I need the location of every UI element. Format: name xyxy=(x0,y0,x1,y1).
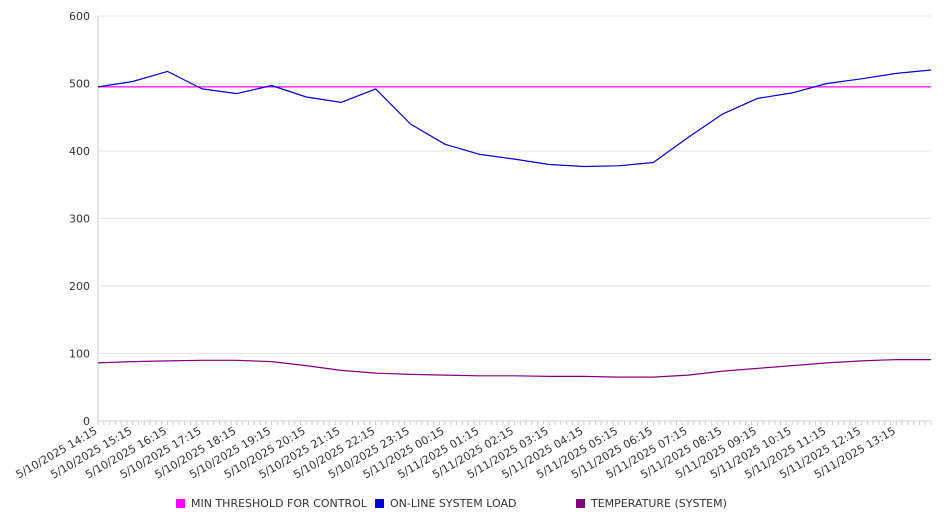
legend-label-temperature: TEMPERATURE (SYSTEM) xyxy=(591,497,727,510)
legend-swatch-temperature xyxy=(576,499,585,508)
legend-label-system-load: ON-LINE SYSTEM LOAD xyxy=(390,497,517,510)
legend: MIN THRESHOLD FOR CONTROL ON-LINE SYSTEM… xyxy=(0,497,946,515)
legend-item-min-threshold[interactable]: MIN THRESHOLD FOR CONTROL xyxy=(176,497,367,510)
legend-item-temperature[interactable]: TEMPERATURE (SYSTEM) xyxy=(576,497,727,510)
y-tick-label-3: 300 xyxy=(69,213,90,226)
series-lines xyxy=(97,69,932,378)
x-axis: 5/10/2025 14:155/10/2025 15:155/10/2025 … xyxy=(14,420,932,481)
y-tick-label-6: 600 xyxy=(69,10,90,23)
y-tick-label-1: 100 xyxy=(69,348,90,361)
legend-item-system-load[interactable]: ON-LINE SYSTEM LOAD xyxy=(375,497,516,510)
y-axis: 0 100 200 300 400 500 600 xyxy=(69,10,99,428)
series-line-1 xyxy=(97,69,932,168)
gridlines xyxy=(98,15,931,354)
legend-swatch-system-load xyxy=(375,499,384,508)
y-tick-label-5: 500 xyxy=(69,78,90,91)
y-tick-label-0: 0 xyxy=(83,415,90,428)
y-tick-label-2: 200 xyxy=(69,280,90,293)
legend-swatch-min-threshold xyxy=(176,499,185,508)
y-tick-label-4: 400 xyxy=(69,145,90,158)
series-line-2 xyxy=(97,359,931,378)
legend-label-min-threshold: MIN THRESHOLD FOR CONTROL xyxy=(191,497,367,510)
